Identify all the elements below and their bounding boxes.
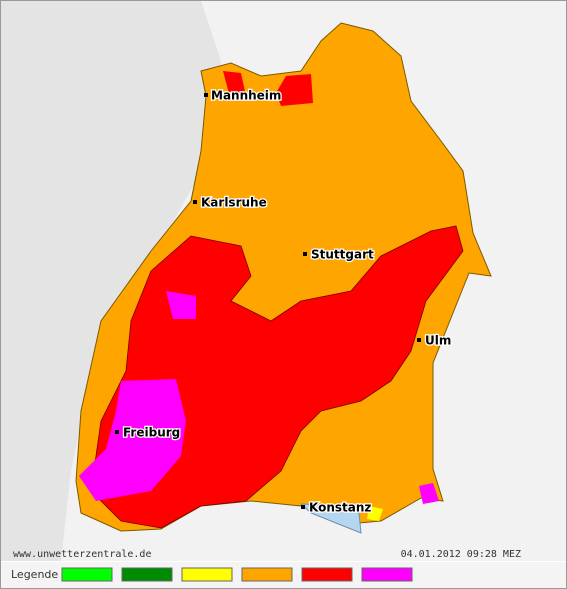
city-label: Konstanz xyxy=(309,501,371,515)
legend-swatch xyxy=(181,567,233,582)
city-marker xyxy=(115,430,119,434)
legend-swatch xyxy=(361,567,413,582)
warning-red xyxy=(223,71,313,106)
timestamp: 04.01.2012 09:28 MEZ xyxy=(401,549,521,560)
legend-swatch xyxy=(241,567,293,582)
city-label: Mannheim xyxy=(211,89,281,103)
city-marker xyxy=(417,338,421,342)
city-marker xyxy=(301,505,305,509)
city-marker xyxy=(303,252,307,256)
legend-title: Legende xyxy=(11,568,58,581)
warning-magenta xyxy=(79,291,439,504)
city-label: Stuttgart xyxy=(311,248,374,262)
city-label: Freiburg xyxy=(123,426,180,440)
lake xyxy=(299,503,362,534)
warning-yellow xyxy=(367,506,383,521)
legend-swatch xyxy=(121,567,173,582)
city-label: Ulm xyxy=(425,334,451,348)
city-marker xyxy=(193,200,197,204)
legend-swatch xyxy=(61,567,113,582)
city-marker xyxy=(204,93,208,97)
source-text: www.unwetterzentrale.de xyxy=(13,549,151,560)
city-label: Karlsruhe xyxy=(201,196,267,210)
neighbor-region xyxy=(1,1,221,561)
legend-swatch xyxy=(301,567,353,582)
